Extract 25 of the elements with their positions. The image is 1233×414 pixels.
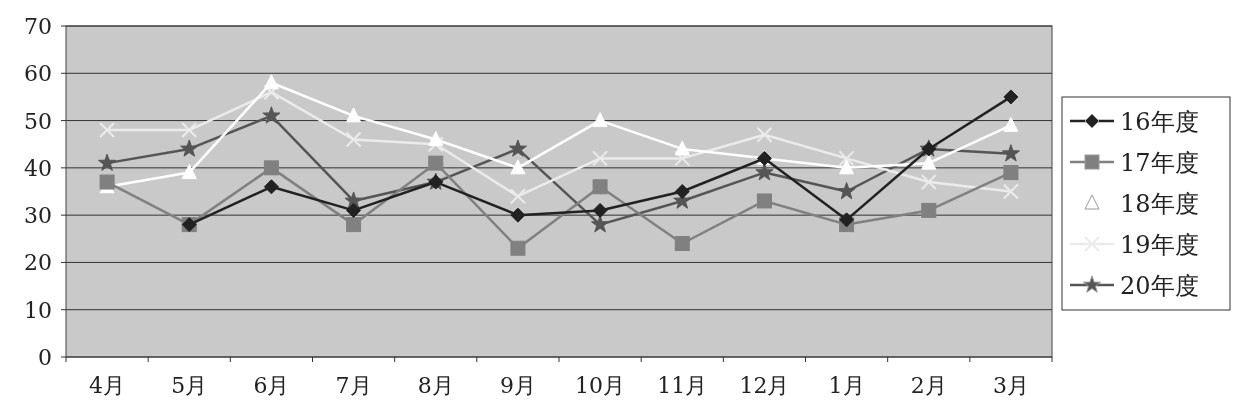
- x-tick-label: 4月: [89, 373, 126, 398]
- x-tick-label: 1月: [828, 373, 865, 398]
- legend-label: 16年度: [1120, 108, 1199, 136]
- x-tick-label: 9月: [499, 373, 536, 398]
- x-tick-label: 3月: [992, 373, 1029, 398]
- y-tick-label: 70: [24, 14, 52, 39]
- y-tick-label: 40: [24, 155, 52, 181]
- x-tick-label: 10月: [575, 373, 626, 398]
- legend-label: 19年度: [1120, 231, 1199, 259]
- y-tick-label: 50: [24, 108, 52, 134]
- legend-label: 18年度: [1120, 190, 1199, 218]
- x-tick-label: 11月: [657, 373, 708, 398]
- legend-label: 17年度: [1120, 149, 1199, 177]
- y-tick-label: 10: [24, 297, 52, 323]
- x-tick-label: 2月: [910, 373, 947, 398]
- x-tick-label: 5月: [171, 373, 208, 398]
- y-tick-label: 20: [24, 250, 52, 276]
- y-tick-label: 30: [24, 203, 52, 229]
- x-tick-label: 8月: [417, 373, 454, 398]
- x-tick-label: 6月: [253, 373, 290, 398]
- x-tick-label: 12月: [739, 373, 790, 398]
- y-tick-label: 60: [24, 61, 52, 87]
- x-tick-label: 7月: [335, 373, 372, 398]
- legend-label: 20年度: [1120, 272, 1199, 300]
- y-tick-label: 0: [38, 345, 52, 370]
